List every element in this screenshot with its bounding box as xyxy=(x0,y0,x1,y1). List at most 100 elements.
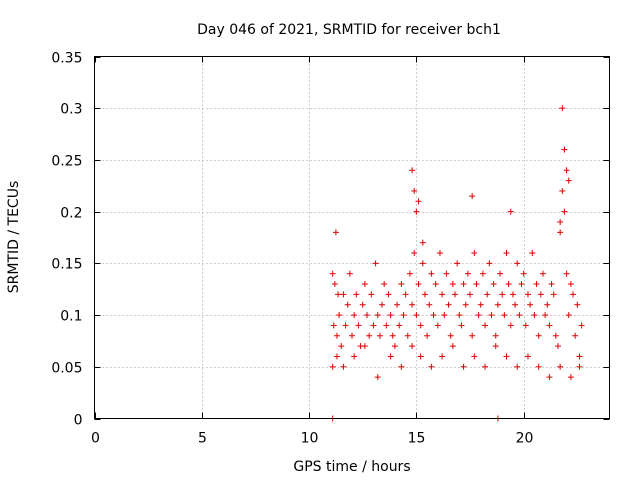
data-point xyxy=(411,187,418,194)
data-point xyxy=(497,270,504,277)
data-point xyxy=(516,312,523,319)
data-point xyxy=(475,312,482,319)
data-point xyxy=(342,322,349,329)
data-point xyxy=(404,332,411,339)
data-point xyxy=(406,270,413,277)
x-tick-label: 0 xyxy=(91,431,100,447)
y-tick-label: 0.15 xyxy=(51,257,82,273)
data-point xyxy=(518,281,525,288)
data-point xyxy=(434,322,441,329)
data-point xyxy=(505,281,512,288)
data-point xyxy=(503,250,510,257)
data-point xyxy=(492,332,499,339)
data-point xyxy=(544,301,551,308)
data-point xyxy=(351,353,358,360)
data-point xyxy=(344,301,351,308)
y-axis-label: SRMTID / TECUs xyxy=(6,181,22,294)
data-point xyxy=(537,291,544,298)
data-point xyxy=(415,281,422,288)
data-point xyxy=(512,301,519,308)
data-point xyxy=(469,332,476,339)
y-tick-label: 0.3 xyxy=(60,102,82,118)
data-point xyxy=(477,301,484,308)
data-point xyxy=(574,301,581,308)
data-point xyxy=(413,312,420,319)
data-point xyxy=(432,281,439,288)
data-point xyxy=(492,343,499,350)
data-point xyxy=(333,332,340,339)
data-point xyxy=(361,281,368,288)
data-point xyxy=(430,312,437,319)
x-tick-label: 5 xyxy=(198,431,207,447)
data-point xyxy=(331,281,338,288)
data-point xyxy=(398,363,405,370)
data-point xyxy=(424,332,431,339)
data-point xyxy=(514,363,521,370)
data-point xyxy=(507,322,514,329)
data-point xyxy=(364,312,371,319)
data-point xyxy=(559,187,566,194)
data-point xyxy=(428,270,435,277)
data-point xyxy=(507,208,514,215)
data-point xyxy=(402,291,409,298)
data-point xyxy=(460,281,467,288)
data-point xyxy=(546,374,553,381)
data-point xyxy=(561,146,568,153)
data-point xyxy=(452,291,458,298)
data-point xyxy=(436,250,443,257)
data-points xyxy=(329,105,585,422)
data-point xyxy=(374,374,381,381)
data-point xyxy=(561,208,568,215)
data-point xyxy=(501,312,508,319)
data-point xyxy=(522,322,529,329)
data-point xyxy=(330,322,337,329)
data-point xyxy=(563,167,570,174)
data-point xyxy=(565,312,572,319)
data-point xyxy=(567,281,574,288)
data-point xyxy=(415,198,422,205)
data-point xyxy=(484,291,491,298)
data-point xyxy=(413,208,420,215)
data-point xyxy=(374,312,381,319)
data-point xyxy=(376,332,383,339)
data-point xyxy=(338,343,345,350)
data-point xyxy=(389,332,396,339)
data-point xyxy=(503,353,510,360)
data-point xyxy=(449,281,456,288)
y-tick-label: 0.25 xyxy=(51,154,82,170)
y-tick-label: 0.2 xyxy=(60,206,82,222)
data-point xyxy=(454,260,461,267)
data-point xyxy=(555,343,561,350)
data-point xyxy=(524,353,531,360)
data-point xyxy=(394,301,401,308)
data-point xyxy=(524,291,531,298)
data-point xyxy=(353,291,360,298)
data-point xyxy=(539,270,546,277)
data-point xyxy=(387,312,394,319)
data-point xyxy=(529,250,536,257)
data-point xyxy=(557,363,564,370)
data-point xyxy=(570,291,577,298)
chart-title: Day 046 of 2021, SRMTID for receiver bch… xyxy=(197,22,501,38)
data-point xyxy=(445,301,452,308)
data-point xyxy=(531,312,538,319)
x-axis-label: GPS time / hours xyxy=(293,459,410,475)
data-point xyxy=(411,250,418,257)
data-point xyxy=(565,177,572,184)
data-point xyxy=(340,291,347,298)
data-point xyxy=(542,312,549,319)
axis-ticks: 0 0.05 0.1 0.15 0.2 0.25 0.3 0.35 0 5 10 15 20 xyxy=(51,51,610,447)
x-tick-label: 20 xyxy=(516,431,534,447)
data-point xyxy=(409,343,416,350)
data-point xyxy=(471,250,478,257)
data-point xyxy=(557,218,564,225)
data-point xyxy=(366,332,373,339)
data-point xyxy=(557,229,564,236)
data-point xyxy=(548,281,555,288)
data-point xyxy=(488,312,495,319)
data-point xyxy=(426,301,433,308)
data-point xyxy=(370,322,377,329)
y-tick-label: 0.1 xyxy=(60,309,82,325)
data-point xyxy=(467,291,474,298)
